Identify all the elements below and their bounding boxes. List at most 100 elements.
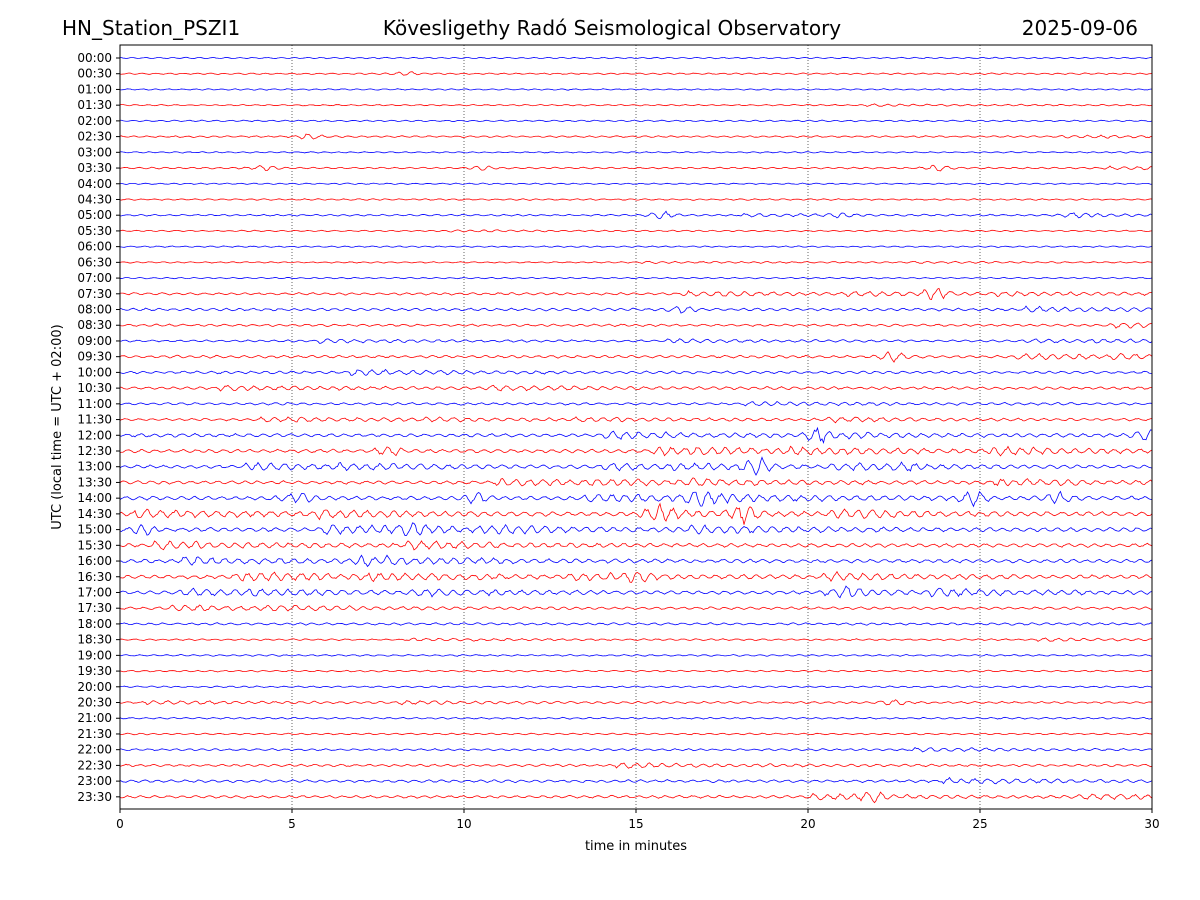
y-tick-label: 17:00 bbox=[77, 585, 112, 599]
x-tick-label: 25 bbox=[972, 817, 987, 831]
trace-2100 bbox=[119, 716, 1153, 720]
y-tick-label: 23:30 bbox=[77, 790, 112, 804]
y-tick-label: 10:30 bbox=[77, 381, 112, 395]
y-tick-label: 21:30 bbox=[77, 727, 112, 741]
trace-0930 bbox=[119, 351, 1153, 363]
trace-2130 bbox=[119, 732, 1153, 736]
trace-1700 bbox=[119, 585, 1153, 599]
chart-title: Kövesligethy Radó Seismological Observat… bbox=[383, 16, 841, 40]
trace-1930 bbox=[119, 669, 1153, 673]
chart-date: 2025-09-06 bbox=[1022, 16, 1138, 40]
trace-group bbox=[119, 56, 1153, 804]
y-tick-label: 11:00 bbox=[77, 397, 112, 411]
trace-0200 bbox=[119, 119, 1153, 123]
y-tick-label: 07:30 bbox=[77, 287, 112, 301]
x-tick-label: 10 bbox=[456, 817, 471, 831]
y-tick-label: 02:00 bbox=[77, 114, 112, 128]
trace-1130 bbox=[119, 416, 1153, 424]
trace-0130 bbox=[119, 103, 1153, 107]
y-tick-label: 06:00 bbox=[77, 240, 112, 254]
y-tick-label: 04:30 bbox=[77, 192, 112, 206]
trace-0800 bbox=[119, 305, 1153, 314]
y-tick-label: 20:30 bbox=[77, 696, 112, 710]
trace-1400 bbox=[119, 490, 1153, 508]
trace-1600 bbox=[119, 554, 1153, 568]
x-tick-label: 30 bbox=[1144, 817, 1159, 831]
y-tick-label: 12:00 bbox=[77, 428, 112, 442]
trace-1300 bbox=[119, 456, 1153, 476]
y-tick-label: 09:30 bbox=[77, 350, 112, 364]
y-tick-label: 09:00 bbox=[77, 334, 112, 348]
trace-1030 bbox=[119, 384, 1153, 392]
trace-1330 bbox=[119, 477, 1153, 487]
trace-0330 bbox=[119, 164, 1153, 172]
trace-1730 bbox=[119, 604, 1153, 612]
trace-1800 bbox=[119, 622, 1153, 626]
y-tick-label: 13:30 bbox=[77, 475, 112, 489]
trace-0900 bbox=[119, 338, 1153, 344]
trace-0430 bbox=[119, 198, 1153, 201]
y-tick-label: 11:30 bbox=[77, 413, 112, 427]
y-tick-label: 03:30 bbox=[77, 161, 112, 175]
y-tick-label: 19:30 bbox=[77, 664, 112, 678]
y-tick-label: 15:30 bbox=[77, 538, 112, 552]
y-tick-label: 22:30 bbox=[77, 758, 112, 772]
trace-2300 bbox=[119, 776, 1153, 785]
trace-0230 bbox=[119, 133, 1153, 140]
y-tick-label: 19:00 bbox=[77, 648, 112, 662]
trace-0730 bbox=[119, 287, 1153, 301]
y-axis-label: UTC (local time = UTC + 02:00) bbox=[50, 324, 65, 529]
trace-0000 bbox=[119, 56, 1153, 60]
trace-1430 bbox=[119, 502, 1153, 525]
y-tick-label: 01:30 bbox=[77, 98, 112, 112]
y-tick-label: 18:30 bbox=[77, 633, 112, 647]
trace-0600 bbox=[119, 245, 1153, 248]
y-tick-label: 03:00 bbox=[77, 145, 112, 159]
y-tick-label: 04:00 bbox=[77, 177, 112, 191]
trace-2330 bbox=[119, 791, 1153, 804]
trace-1630 bbox=[119, 570, 1153, 583]
y-tick-label: 08:00 bbox=[77, 303, 112, 317]
y-tick-label: 16:00 bbox=[77, 554, 112, 568]
trace-0300 bbox=[119, 151, 1153, 154]
station-name: HN_Station_PSZI1 bbox=[62, 16, 240, 40]
trace-1200 bbox=[119, 426, 1153, 445]
y-tick-label: 16:30 bbox=[77, 570, 112, 584]
trace-1900 bbox=[119, 654, 1153, 657]
trace-2200 bbox=[119, 747, 1153, 753]
y-tick-label: 05:00 bbox=[77, 208, 112, 222]
y-tick-label: 06:30 bbox=[77, 255, 112, 269]
y-tick-label: 23:00 bbox=[77, 774, 112, 788]
trace-2230 bbox=[119, 762, 1153, 769]
trace-2030 bbox=[119, 699, 1153, 706]
x-tick-group: 0 5 10 15 20 25 30 bbox=[116, 809, 1160, 831]
trace-1000 bbox=[119, 368, 1153, 376]
y-tick-label: 00:30 bbox=[77, 67, 112, 81]
y-tick-label: 02:30 bbox=[77, 130, 112, 144]
trace-0530 bbox=[119, 229, 1153, 233]
trace-0830 bbox=[119, 322, 1153, 329]
trace-1230 bbox=[119, 445, 1153, 457]
y-tick-label: 22:00 bbox=[77, 743, 112, 757]
trace-0700 bbox=[119, 276, 1153, 280]
y-tick-label: 15:00 bbox=[77, 523, 112, 537]
y-tick-label: 08:30 bbox=[77, 318, 112, 332]
trace-0030 bbox=[119, 71, 1153, 76]
trace-0630 bbox=[119, 260, 1153, 264]
vertical-gridlines bbox=[291, 45, 981, 809]
x-tick-label: 15 bbox=[628, 817, 643, 831]
y-tick-label: 13:00 bbox=[77, 460, 112, 474]
y-tick-label: 07:00 bbox=[77, 271, 112, 285]
y-tick-label: 17:30 bbox=[77, 601, 112, 615]
trace-0100 bbox=[119, 88, 1153, 91]
x-axis-label: time in minutes bbox=[585, 839, 687, 854]
x-tick-label: 20 bbox=[800, 817, 815, 831]
trace-1500 bbox=[119, 522, 1153, 536]
trace-0400 bbox=[119, 182, 1153, 185]
trace-2000 bbox=[119, 685, 1153, 689]
y-tick-label: 10:00 bbox=[77, 365, 112, 379]
y-tick-label: 01:00 bbox=[77, 82, 112, 96]
y-tick-label: 14:30 bbox=[77, 507, 112, 521]
